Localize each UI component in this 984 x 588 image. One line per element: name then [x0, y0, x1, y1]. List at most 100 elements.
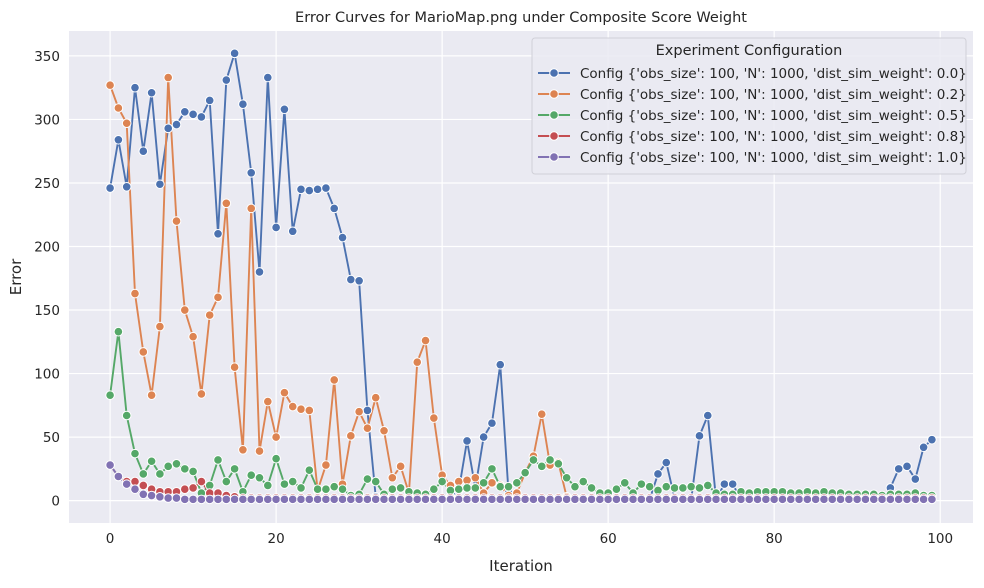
y-tick-label: 250: [34, 176, 60, 192]
data-point-s4: [761, 494, 771, 505]
data-point-s0: [287, 226, 298, 237]
data-point-s2: [395, 483, 406, 493]
data-point-s2: [130, 448, 140, 459]
legend-marker-1: [549, 89, 559, 99]
data-point-s4: [910, 494, 921, 505]
data-point-s4: [362, 494, 373, 505]
data-point-s2: [121, 410, 132, 421]
data-point-s2: [487, 464, 497, 474]
y-tick-label: 350: [34, 49, 60, 65]
data-point-s1: [146, 390, 157, 400]
data-point-s2: [619, 478, 630, 488]
data-point-s1: [163, 72, 173, 83]
data-point-s2: [370, 476, 381, 487]
data-point-s4: [238, 494, 248, 505]
legend-label-2: Config {'obs_size': 100, 'N': 1000, 'dis…: [580, 108, 967, 124]
y-tick-label: 50: [43, 430, 60, 446]
data-point-s2: [271, 453, 281, 464]
data-point-s4: [246, 494, 257, 505]
data-point-s1: [271, 432, 281, 442]
data-point-s1: [229, 362, 240, 373]
data-point-s4: [686, 494, 696, 505]
legend-box: [531, 37, 967, 175]
data-point-s4: [719, 494, 730, 505]
data-point-s4: [287, 494, 298, 505]
data-point-s1: [254, 446, 265, 456]
data-point-s0: [238, 99, 248, 109]
data-point-s2: [254, 472, 265, 483]
data-point-s1: [362, 423, 373, 434]
data-point-s4: [545, 494, 555, 505]
data-point-s2: [536, 461, 547, 472]
data-point-s4: [586, 494, 597, 505]
data-point-s4: [263, 494, 273, 505]
data-point-s4: [337, 494, 348, 505]
data-point-s1: [321, 460, 331, 470]
data-point-s4: [736, 494, 746, 505]
data-point-s2: [520, 467, 530, 478]
data-point-s4: [254, 494, 265, 505]
data-point-s4: [404, 494, 414, 505]
data-point-s4: [495, 494, 506, 505]
x-axis-label: Iteration: [489, 557, 553, 575]
data-point-s4: [196, 494, 207, 505]
data-point-s1: [420, 335, 431, 346]
data-point-s0: [910, 474, 921, 484]
data-point-s2: [387, 484, 398, 495]
data-point-s4: [387, 494, 398, 505]
data-point-s0: [702, 410, 713, 421]
legend-marker-4: [549, 152, 559, 162]
data-point-s0: [918, 442, 929, 453]
data-point-s2: [503, 481, 514, 492]
data-point-s4: [819, 494, 829, 505]
data-point-s0: [163, 123, 173, 134]
data-point-s4: [595, 494, 605, 505]
data-point-s0: [362, 405, 373, 416]
data-point-s2: [304, 465, 315, 475]
data-point-s2: [553, 458, 564, 469]
data-point-s4: [312, 494, 323, 505]
data-point-s4: [180, 494, 190, 505]
data-point-s4: [155, 492, 165, 502]
data-point-s2: [329, 481, 340, 492]
data-point-s1: [221, 198, 232, 209]
data-point-s1: [536, 409, 547, 420]
data-point-s0: [155, 179, 165, 190]
data-point-s4: [462, 494, 472, 505]
data-point-s0: [321, 183, 331, 193]
data-point-s3: [188, 483, 198, 493]
data-point-s1: [188, 331, 198, 342]
data-point-s4: [570, 494, 580, 505]
legend-label-1: Config {'obs_size': 100, 'N': 1000, 'dis…: [580, 87, 967, 103]
data-point-s0: [927, 434, 937, 445]
legend-marker-0: [549, 68, 559, 78]
data-point-s0: [138, 146, 149, 156]
data-point-s2: [171, 458, 182, 469]
data-point-s4: [204, 494, 215, 505]
data-point-s1: [370, 392, 381, 403]
data-point-s2: [246, 470, 257, 481]
data-point-s1: [171, 216, 182, 226]
data-point-s1: [155, 321, 165, 332]
legend-label-3: Config {'obs_size': 100, 'N': 1000, 'dis…: [580, 129, 967, 145]
data-point-s4: [669, 494, 680, 505]
data-point-s0: [105, 183, 115, 193]
data-point-s0: [478, 432, 489, 442]
data-point-s4: [702, 494, 713, 505]
data-point-s2: [113, 326, 124, 337]
legend-title: Experiment Configuration: [656, 43, 843, 59]
data-point-s0: [246, 168, 257, 178]
data-point-s0: [279, 104, 290, 115]
data-point-s0: [271, 222, 281, 233]
data-point-s1: [180, 305, 190, 315]
data-point-s2: [545, 455, 555, 465]
data-point-s4: [296, 494, 306, 505]
data-point-s4: [769, 494, 779, 505]
data-point-s0: [254, 267, 265, 277]
data-point-s4: [420, 494, 431, 505]
data-point-s4: [694, 494, 705, 505]
data-point-s0: [653, 469, 663, 479]
data-point-s2: [586, 483, 597, 493]
data-point-s2: [221, 476, 232, 487]
